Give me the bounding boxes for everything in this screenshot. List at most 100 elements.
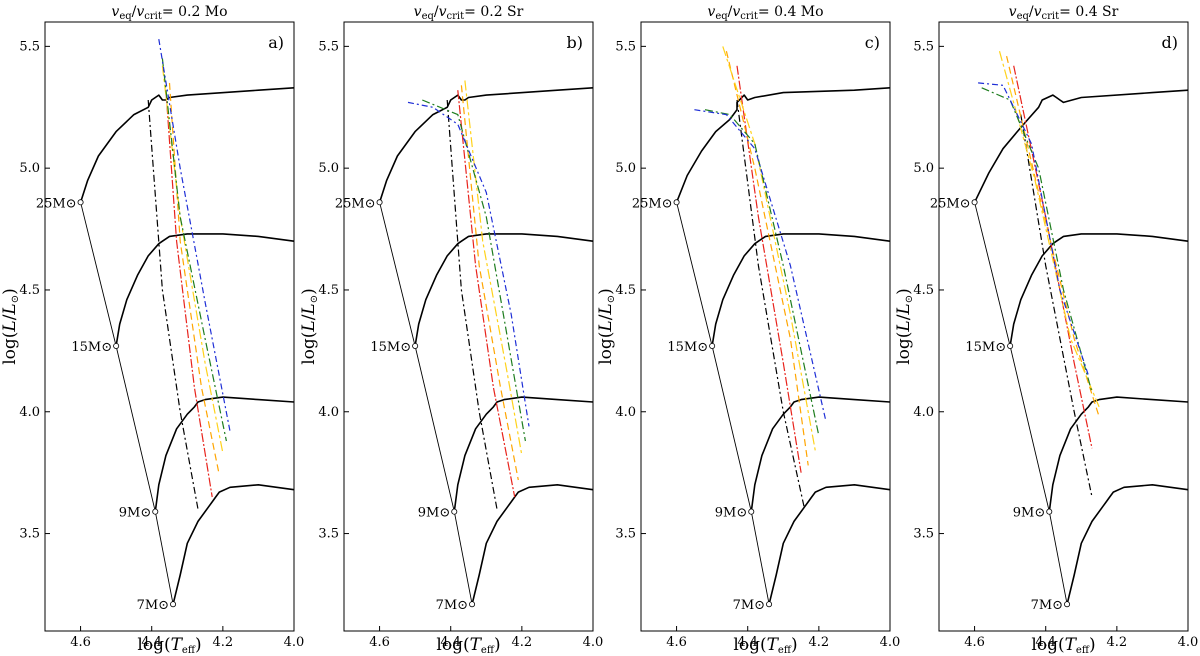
plot-frame bbox=[44, 21, 295, 632]
track-9msun bbox=[1048, 396, 1189, 512]
series-line-orange bbox=[725, 51, 809, 466]
track-25msun bbox=[675, 87, 891, 203]
y-axis-label-group: log(L/L⊙) bbox=[596, 288, 617, 365]
x-tick-label: 4.0 bbox=[583, 635, 604, 650]
y-tick-label: 4.0 bbox=[19, 405, 40, 420]
track-7msun bbox=[768, 484, 891, 605]
panel-label: c) bbox=[865, 33, 880, 52]
x-tick-label: 4.2 bbox=[1107, 635, 1128, 650]
series-line-orange bbox=[168, 82, 220, 476]
panel-c: veq/vcrit= 0.4 Mo c) 4.6 4.4 4.2 4.0 3.5 4.0 4.5… bbox=[596, 4, 900, 656]
y-axis-label: log(L/L⊙) bbox=[596, 288, 617, 365]
x-axis-label: log(Teff) bbox=[436, 635, 500, 656]
series-line-gold bbox=[161, 65, 224, 454]
series-line-black bbox=[1020, 114, 1093, 498]
track-25msun bbox=[79, 87, 295, 203]
series-line-black bbox=[446, 99, 498, 510]
x-tick-label: 4.4 bbox=[737, 635, 758, 650]
x-tick-label: 4.6 bbox=[70, 635, 91, 650]
y-tick-label: 3.5 bbox=[318, 527, 339, 542]
series-line-green bbox=[981, 87, 1093, 393]
zams-line bbox=[974, 202, 1068, 605]
y-tick-label: 4.5 bbox=[615, 283, 636, 298]
y-tick-label: 5.5 bbox=[318, 39, 339, 54]
zams-marker bbox=[412, 342, 419, 349]
track-15msun bbox=[414, 233, 594, 347]
y-axis-label-group: log(L/L⊙) bbox=[0, 288, 21, 365]
zams-marker bbox=[451, 508, 458, 515]
zams-marker bbox=[152, 508, 159, 515]
track-9msun bbox=[750, 396, 891, 512]
track-25msun bbox=[378, 87, 594, 203]
series-line-gold bbox=[998, 51, 1100, 408]
series-line-green bbox=[422, 99, 526, 442]
zams-marker bbox=[709, 342, 716, 349]
panel-title: veq/vcrit= 0.4 Mo bbox=[707, 4, 823, 22]
y-axis-label-group: log(L/L⊙) bbox=[299, 288, 320, 365]
mass-label: 7M⊙ bbox=[733, 598, 765, 613]
y-tick-label: 4.0 bbox=[318, 405, 339, 420]
panel-label: d) bbox=[1162, 33, 1178, 52]
x-tick-label: 4.4 bbox=[141, 635, 162, 650]
mass-label: 25M⊙ bbox=[930, 196, 971, 211]
track-15msun bbox=[711, 233, 891, 347]
mass-label: 9M⊙ bbox=[418, 506, 450, 521]
series-line-orange bbox=[460, 85, 519, 481]
zams-marker bbox=[376, 199, 383, 206]
y-tick-label: 5.5 bbox=[615, 39, 636, 54]
y-axis-label-group: log(L/L⊙) bbox=[894, 288, 915, 365]
panel-title: veq/vcrit= 0.4 Sr bbox=[1009, 4, 1119, 22]
y-tick-label: 5.0 bbox=[318, 161, 339, 176]
zams-marker bbox=[748, 508, 755, 515]
series-line-red bbox=[457, 90, 516, 498]
panel-d: veq/vcrit= 0.4 Sr d) 4.6 4.4 4.2 4.0 3.5 4.0 4.5… bbox=[894, 4, 1198, 656]
mass-label: 15M⊙ bbox=[965, 340, 1006, 355]
y-tick-label: 3.5 bbox=[19, 527, 40, 542]
x-tick-label: 4.6 bbox=[369, 635, 390, 650]
track-15msun bbox=[1009, 233, 1189, 347]
zams-marker bbox=[1007, 342, 1014, 349]
series-line-blue bbox=[694, 109, 827, 422]
panel-label: b) bbox=[567, 33, 583, 52]
panel-b: veq/vcrit= 0.2 Sr b) 4.6 4.4 4.2 4.0 3.5 4.0 4.5… bbox=[299, 4, 603, 656]
zams-marker bbox=[971, 199, 978, 206]
mass-label: 15M⊙ bbox=[667, 340, 708, 355]
panel-title: veq/vcrit= 0.2 Mo bbox=[111, 4, 227, 22]
zams-marker bbox=[673, 199, 680, 206]
zams-marker bbox=[469, 601, 476, 608]
y-tick-label: 5.0 bbox=[615, 161, 636, 176]
series-line-blue bbox=[158, 39, 231, 432]
y-axis-label: log(L/L⊙) bbox=[0, 288, 21, 365]
y-tick-label: 5.5 bbox=[913, 39, 934, 54]
series-line-gold bbox=[464, 80, 523, 456]
mass-label: 7M⊙ bbox=[137, 598, 169, 613]
mass-label: 7M⊙ bbox=[436, 598, 468, 613]
y-tick-label: 4.0 bbox=[913, 405, 934, 420]
track-7msun bbox=[172, 484, 295, 605]
track-7msun bbox=[1066, 484, 1189, 605]
track-9msun bbox=[453, 396, 594, 512]
plot-frame bbox=[343, 21, 594, 632]
x-tick-label: 4.0 bbox=[284, 635, 305, 650]
x-axis-label: log(Teff) bbox=[1031, 635, 1095, 656]
x-tick-label: 4.0 bbox=[1178, 635, 1199, 650]
series-line-green bbox=[704, 109, 820, 437]
zams-marker bbox=[766, 601, 773, 608]
series-line-black bbox=[736, 99, 806, 510]
y-tick-label: 4.0 bbox=[615, 405, 636, 420]
y-axis-label: log(L/L⊙) bbox=[894, 288, 915, 365]
series-line-red bbox=[165, 90, 213, 498]
panel-label: a) bbox=[268, 33, 284, 52]
mass-label: 15M⊙ bbox=[71, 340, 112, 355]
plot-frame bbox=[640, 21, 891, 632]
track-7msun bbox=[471, 484, 594, 605]
mass-label: 25M⊙ bbox=[36, 196, 77, 211]
y-tick-label: 5.5 bbox=[19, 39, 40, 54]
series-line-gold bbox=[722, 46, 816, 451]
y-tick-label: 4.5 bbox=[913, 283, 934, 298]
mass-label: 25M⊙ bbox=[632, 196, 673, 211]
y-tick-label: 3.5 bbox=[913, 527, 934, 542]
zams-marker bbox=[1064, 601, 1071, 608]
series-line-blue bbox=[978, 82, 1089, 376]
series-line-blue bbox=[407, 101, 530, 427]
